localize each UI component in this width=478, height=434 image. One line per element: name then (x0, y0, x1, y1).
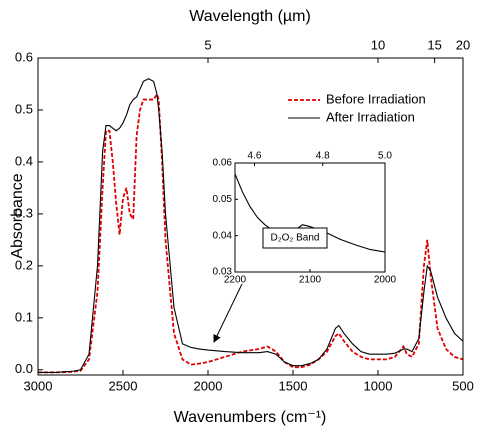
plot-frame (37, 57, 464, 376)
annotation-box (262, 227, 328, 249)
x-tick-label: 500 (452, 378, 474, 393)
x2-tick-label: 5.0 (378, 151, 392, 162)
x-axis-title: Wavenumbers (cm⁻¹) (174, 409, 327, 426)
y-tick-label: 0.1 (15, 309, 33, 324)
annotation-arrow (213, 283, 243, 343)
y-tick-label: 0.6 (15, 49, 33, 64)
x-tick-label: 1000 (364, 378, 393, 393)
y-tick-label: 0.3 (15, 205, 33, 220)
x2-tick-label: 15 (427, 37, 441, 52)
y-tick-label: 0.04 (213, 230, 233, 241)
x-tick-label: 1500 (279, 378, 308, 393)
y-tick-label: 0.03 (213, 267, 233, 278)
x-tick-label: 2200 (224, 275, 247, 286)
x-tick-label: 2000 (194, 378, 223, 393)
y-tick-label: 0.5 (15, 101, 33, 116)
x-tick-label: 3000 (24, 378, 53, 393)
plot-frame (234, 162, 386, 273)
y-tick-label: 0.4 (15, 153, 33, 168)
x-tick-label: 2500 (109, 378, 138, 393)
y-tick-label: 0.2 (15, 257, 33, 272)
legend-label: After Irradiation (326, 109, 415, 124)
y-axis-title: Absorbance (9, 173, 26, 258)
y-tick-label: 0.06 (213, 158, 233, 169)
x2-tick-label: 10 (371, 37, 385, 52)
x-tick-label: 2000 (374, 275, 397, 286)
x2-tick-label: 4.6 (248, 151, 262, 162)
x2-tick-label: 4.8 (316, 151, 330, 162)
series-line (38, 78, 464, 373)
x-tick-label: 2100 (299, 275, 322, 286)
x2-tick-label: 5 (204, 37, 211, 52)
y-tick-label: 0.05 (213, 194, 233, 205)
x2-axis-title: Wavelength (µm) (189, 8, 311, 25)
inset-background (230, 158, 388, 275)
annotation: D₂O₂ Band (271, 233, 320, 244)
y-tick-label: 0.0 (15, 361, 33, 376)
series-line (38, 92, 464, 374)
x2-tick-label: 20 (456, 37, 470, 52)
legend-label: Before Irradiation (326, 91, 426, 106)
